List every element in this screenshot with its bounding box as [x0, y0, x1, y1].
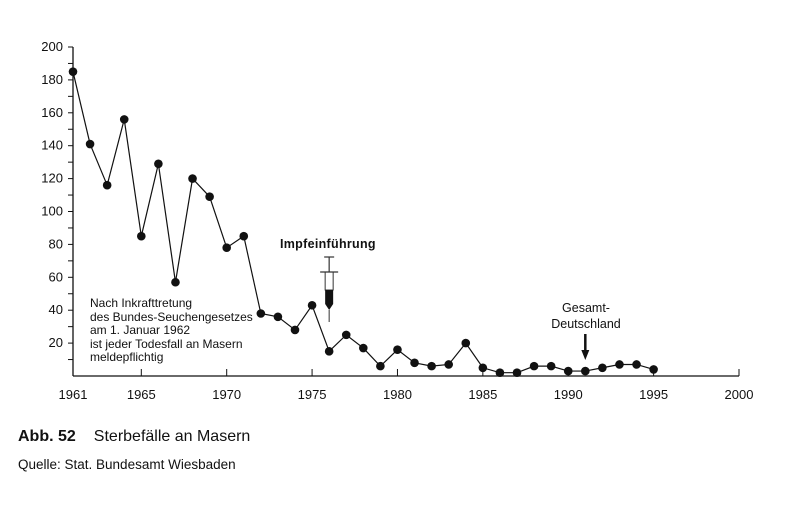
y-tick-label: 80 [49, 236, 63, 251]
data-point [376, 361, 385, 371]
data-point [119, 115, 129, 124]
data-point [444, 360, 453, 369]
x-tick-label: 1995 [639, 387, 668, 402]
y-tick-label: 200 [41, 39, 63, 54]
data-point [102, 180, 112, 190]
data-point [68, 67, 78, 76]
data-point [324, 347, 334, 356]
data-point [410, 358, 419, 368]
data-point [393, 345, 402, 354]
reunification-label: Gesamt- Deutschland [546, 300, 626, 332]
x-tick-label: 1970 [212, 387, 241, 402]
figure-title: Sterbefälle an Masern [93, 428, 251, 445]
reunification-label-line2: Deutschland [551, 317, 621, 331]
y-tick-label: 140 [41, 138, 63, 153]
data-point [307, 300, 317, 310]
x-tick-label: 1980 [383, 387, 412, 402]
y-tick-label: 20 [49, 335, 63, 350]
data-point [632, 360, 641, 369]
y-tick-label: 100 [41, 204, 63, 219]
data-point [563, 366, 573, 376]
y-tick-label: 40 [49, 302, 63, 317]
data-point [188, 174, 197, 183]
x-tick-label: 1975 [298, 387, 327, 402]
vaccine-label: Impfeinführung [280, 237, 376, 251]
y-tick-label: 160 [41, 105, 63, 120]
x-tick-label: 1990 [554, 387, 583, 402]
data-point [649, 365, 658, 374]
data-point [598, 363, 607, 373]
data-point [512, 368, 522, 378]
y-tick-label: 180 [41, 72, 63, 87]
x-tick-label: 1961 [59, 387, 88, 402]
data-point [85, 139, 95, 149]
figure-caption: Abb. 52 Sterbefälle an Masern [18, 428, 250, 446]
x-tick-label: 1985 [468, 387, 497, 402]
data-point [341, 330, 351, 340]
data-point [222, 243, 231, 252]
syringe-icon [320, 256, 339, 322]
data-point [273, 312, 283, 322]
figure-number: Abb. 52 [18, 428, 76, 445]
data-point [581, 366, 590, 376]
data-point [529, 361, 539, 371]
y-tick-label: 120 [41, 171, 63, 186]
data-point [615, 360, 624, 369]
data-point [359, 343, 368, 353]
figure-source: Quelle: Stat. Bundesamt Wiesbaden [18, 457, 236, 472]
data-point [495, 368, 505, 378]
data-point [137, 231, 146, 241]
data-point [546, 361, 556, 371]
data-point [256, 309, 266, 318]
reunification-label-line1: Gesamt- [562, 301, 610, 315]
data-point [427, 361, 436, 371]
y-tick-label: 60 [49, 269, 63, 284]
data-point [205, 192, 214, 201]
data-point [290, 325, 300, 335]
arrow-down-icon [581, 334, 590, 360]
data-point [171, 277, 180, 287]
x-tick-label: 1965 [127, 387, 156, 402]
data-point [239, 231, 249, 241]
data-point [478, 363, 488, 373]
note-annotation: Nach Inkrafttretung des Bundes-Seuchenge… [90, 296, 253, 364]
data-point [154, 159, 163, 169]
x-tick-label: 2000 [725, 387, 754, 402]
data-point [461, 338, 471, 348]
